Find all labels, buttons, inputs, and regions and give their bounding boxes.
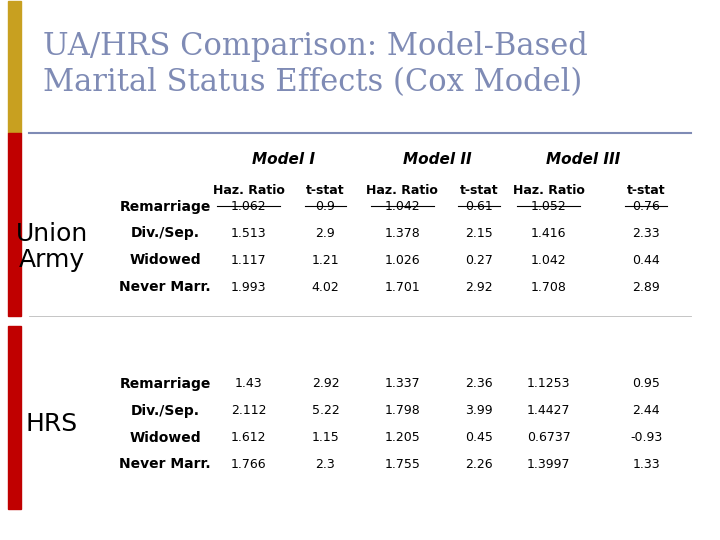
Text: HRS: HRS (25, 412, 78, 436)
Text: 1.993: 1.993 (231, 281, 266, 294)
Text: 1.1253: 1.1253 (527, 377, 570, 390)
Text: t-stat: t-stat (627, 184, 665, 197)
Text: 1.513: 1.513 (231, 227, 266, 240)
Text: Remarriage: Remarriage (120, 377, 211, 391)
Text: Div./Sep.: Div./Sep. (131, 404, 199, 418)
Text: 2.3: 2.3 (315, 458, 336, 471)
Text: 2.44: 2.44 (632, 404, 660, 417)
Text: 1.798: 1.798 (384, 404, 420, 417)
Text: Remarriage: Remarriage (120, 200, 211, 214)
Text: 2.26: 2.26 (465, 458, 492, 471)
Text: 0.44: 0.44 (632, 254, 660, 267)
Text: Haz. Ratio: Haz. Ratio (513, 184, 585, 197)
Bar (9, 2, 21, 133)
Text: 2.33: 2.33 (632, 227, 660, 240)
Text: 1.117: 1.117 (231, 254, 266, 267)
Bar (9, 133, 21, 316)
Text: 1.766: 1.766 (231, 458, 266, 471)
Text: 1.15: 1.15 (312, 431, 339, 444)
Text: 1.026: 1.026 (384, 254, 420, 267)
Text: 0.95: 0.95 (632, 377, 660, 390)
Text: 2.9: 2.9 (315, 227, 336, 240)
Text: 0.27: 0.27 (465, 254, 492, 267)
Text: Model III: Model III (546, 152, 621, 167)
Text: 0.45: 0.45 (465, 431, 492, 444)
Text: Union
Army: Union Army (15, 222, 88, 272)
Text: 1.052: 1.052 (531, 200, 567, 213)
Text: Model II: Model II (402, 152, 472, 167)
Bar (9, 326, 21, 509)
Text: 1.4427: 1.4427 (527, 404, 570, 417)
Text: Model I: Model I (252, 152, 315, 167)
Text: 5.22: 5.22 (312, 404, 339, 417)
Text: 1.205: 1.205 (384, 431, 420, 444)
Text: 1.416: 1.416 (531, 227, 566, 240)
Text: 1.042: 1.042 (384, 200, 420, 213)
Text: 1.21: 1.21 (312, 254, 339, 267)
Text: Widowed: Widowed (130, 430, 201, 444)
Text: 2.112: 2.112 (231, 404, 266, 417)
Text: 0.9: 0.9 (315, 200, 336, 213)
Text: 4.02: 4.02 (312, 281, 339, 294)
Text: 1.43: 1.43 (235, 377, 263, 390)
Text: 3.99: 3.99 (465, 404, 492, 417)
Text: 0.61: 0.61 (465, 200, 492, 213)
Text: t-stat: t-stat (306, 184, 345, 197)
Text: 1.042: 1.042 (531, 254, 567, 267)
Text: Haz. Ratio: Haz. Ratio (213, 184, 284, 197)
Text: Div./Sep.: Div./Sep. (131, 226, 199, 240)
Text: UA/HRS Comparison: Model-Based
Marital Status Effects (Cox Model): UA/HRS Comparison: Model-Based Marital S… (43, 31, 588, 98)
Text: 1.337: 1.337 (384, 377, 420, 390)
Text: 1.708: 1.708 (531, 281, 567, 294)
Text: 1.3997: 1.3997 (527, 458, 570, 471)
Text: 1.701: 1.701 (384, 281, 420, 294)
Text: 0.6737: 0.6737 (526, 431, 570, 444)
Text: 2.89: 2.89 (632, 281, 660, 294)
Text: 0.76: 0.76 (632, 200, 660, 213)
Text: 1.755: 1.755 (384, 458, 420, 471)
Text: 1.612: 1.612 (231, 431, 266, 444)
Text: 1.378: 1.378 (384, 227, 420, 240)
Text: 2.92: 2.92 (465, 281, 492, 294)
Text: Haz. Ratio: Haz. Ratio (366, 184, 438, 197)
Text: 2.36: 2.36 (465, 377, 492, 390)
Text: 2.15: 2.15 (465, 227, 492, 240)
Text: 2.92: 2.92 (312, 377, 339, 390)
Text: 1.062: 1.062 (231, 200, 266, 213)
Text: Never Marr.: Never Marr. (120, 280, 211, 294)
Text: t-stat: t-stat (459, 184, 498, 197)
Text: -0.93: -0.93 (630, 431, 662, 444)
Text: Never Marr.: Never Marr. (120, 457, 211, 471)
Text: Widowed: Widowed (130, 253, 201, 267)
Text: 1.33: 1.33 (632, 458, 660, 471)
